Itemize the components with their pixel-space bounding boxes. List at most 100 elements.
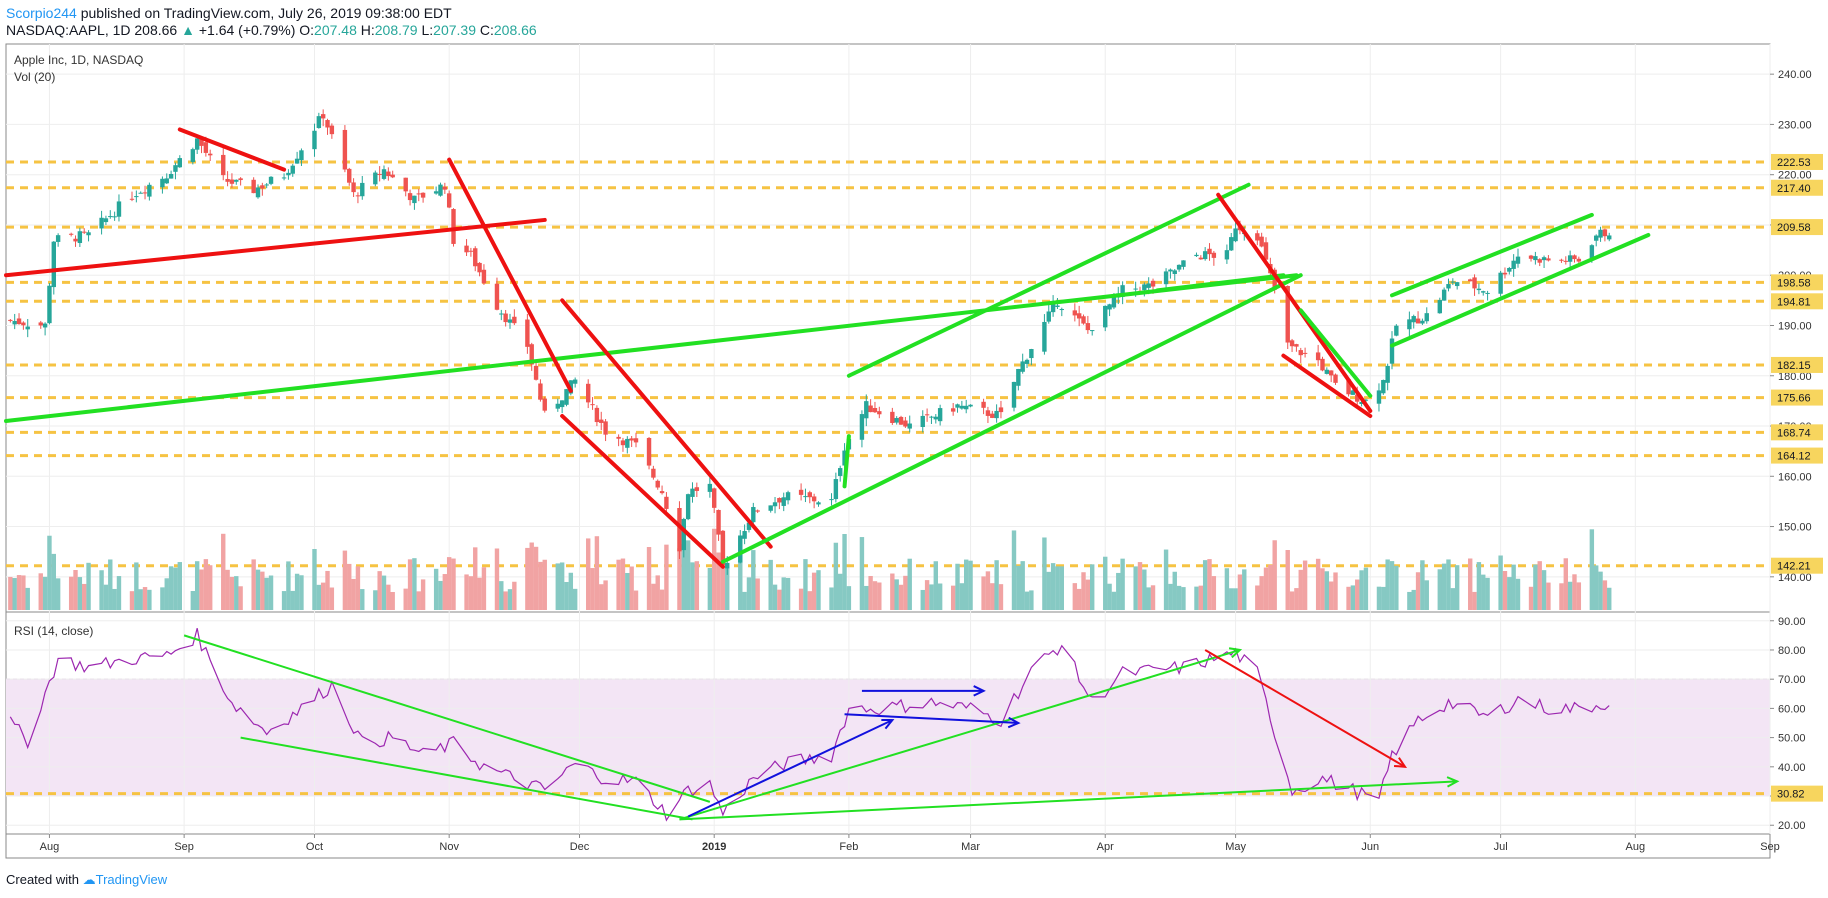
time-axis-tick-label: Aug [1626,841,1646,853]
volume-bar [299,575,304,610]
volume-bar [325,570,330,610]
volume-bar [872,581,878,610]
candle-body [1168,269,1173,272]
volume-bar [1441,563,1447,610]
candle-body [907,423,912,429]
time-axis-tick-label: 2019 [702,841,726,853]
candle-body [103,218,109,223]
candle-body [1598,229,1603,238]
price-level-tag-text: 168.74 [1777,427,1811,439]
volume-bar [1302,560,1308,610]
price-level-tag [1771,274,1823,291]
volume-bar [320,582,326,610]
candle-body [1103,305,1108,328]
candle-body [1381,380,1386,394]
candle-body [47,285,52,324]
candle-body [1085,323,1091,331]
volume-bar [1207,559,1212,610]
candle-body [442,186,448,190]
candle-body [355,195,361,197]
candle-body [694,487,700,491]
candle-body [468,250,474,252]
volume-bar [355,566,361,610]
volume-bar [494,548,500,610]
volume-bar [108,559,113,610]
price-level-tag [1771,557,1823,574]
candle-body [1537,259,1542,263]
candle-body [1481,291,1486,293]
volume-bar [25,587,30,610]
volume-bar [725,564,730,610]
volume-bar [1315,558,1321,610]
candle-body [1485,292,1490,294]
candle-body [108,216,113,218]
candle-body [1016,368,1021,386]
candle-body [168,173,174,179]
candle-body [464,245,469,253]
candle-body [664,496,669,509]
candle-body [503,313,508,323]
candle-body [312,130,317,150]
tradingview-link[interactable]: TradingView [95,872,168,887]
volume-bar [572,588,578,610]
volume-bar [99,570,104,610]
volume-bar [716,552,721,610]
volume-bar [924,580,930,610]
blue-rsi-trendline [844,713,1019,724]
rsi-layer [9,628,1610,822]
volume-bar [1485,577,1490,610]
candle-body [1198,257,1204,260]
volume-bar [1150,585,1156,610]
candle-body [160,178,165,188]
volume-bar [177,562,182,610]
volume-bar [160,587,165,610]
price-level-tag [1771,424,1823,441]
volume-bar [890,573,895,610]
candle-body [360,182,365,197]
publish-line: Scorpio244 published on TradingView.com,… [6,5,452,21]
candle-body [386,171,391,177]
author-link[interactable]: Scorpio244 [6,5,77,21]
candle-body [329,125,335,135]
candle-body [1394,325,1399,336]
volume-bar [864,585,869,610]
volume-bar [920,589,925,610]
candle-body [438,184,443,196]
ohlc-values: O:207.48 H:208.79 L:207.39 C:208.66 [299,22,536,38]
candle-body [1559,259,1564,261]
volume-bar [586,538,591,610]
low-value: 207.39 [433,22,476,38]
volume-bar [1324,571,1330,610]
price-level-tag-text: 164.12 [1777,451,1811,463]
candle-body [538,383,543,400]
volume-bar [964,559,969,610]
rsi-axis-tick-label: 50.00 [1778,733,1806,745]
candle-body [959,405,965,409]
volume-bar [1263,567,1269,610]
volume-bar [342,550,348,610]
time-axis-tick-label: Sep [1760,841,1780,853]
volume-bar [829,587,834,610]
candle-body [1415,318,1421,324]
volume-bar [1541,570,1547,610]
volume-bar [594,536,600,610]
candle-body [299,150,304,161]
green-rsi-trendline [679,649,1241,821]
green-price-trendline [846,182,1251,378]
volume-bar [1242,569,1247,610]
price-level-tag-text: 217.40 [1777,183,1811,195]
candle-body [194,138,200,150]
rsi-level-tag [1771,785,1823,802]
price-axis-tick-label: 230.00 [1778,119,1812,131]
volume-bar [281,591,287,610]
volume-bar [868,576,873,610]
volume-bar [1172,571,1177,610]
green-price-trendline [720,273,1303,564]
volume-bar [842,534,847,610]
candle-body [1207,248,1212,255]
volume-bar [190,590,196,610]
volume-bar [816,570,821,610]
volume-bar [1498,555,1503,610]
price-axis-tick-label: 160.00 [1778,471,1812,483]
